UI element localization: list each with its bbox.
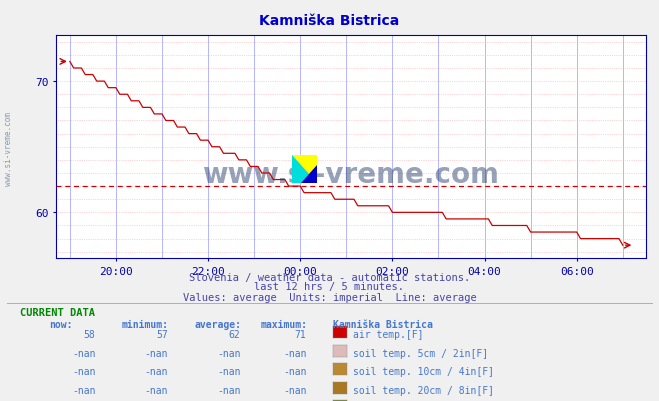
Text: Kamniška Bistrica: Kamniška Bistrica bbox=[260, 14, 399, 28]
Text: 57: 57 bbox=[156, 330, 168, 340]
Text: last 12 hrs / 5 minutes.: last 12 hrs / 5 minutes. bbox=[254, 282, 405, 292]
Polygon shape bbox=[292, 155, 317, 184]
Text: Kamniška Bistrica: Kamniška Bistrica bbox=[333, 319, 433, 329]
Text: -nan: -nan bbox=[283, 367, 306, 377]
Text: average:: average: bbox=[194, 319, 241, 329]
Text: soil temp. 5cm / 2in[F]: soil temp. 5cm / 2in[F] bbox=[353, 348, 488, 358]
Text: 58: 58 bbox=[84, 330, 96, 340]
Text: Values: average  Units: imperial  Line: average: Values: average Units: imperial Line: av… bbox=[183, 292, 476, 302]
Text: CURRENT DATA: CURRENT DATA bbox=[20, 307, 95, 317]
Polygon shape bbox=[301, 165, 317, 184]
Text: -nan: -nan bbox=[144, 367, 168, 377]
Text: maximum:: maximum: bbox=[260, 319, 307, 329]
Text: -nan: -nan bbox=[283, 348, 306, 358]
Text: 71: 71 bbox=[295, 330, 306, 340]
Text: -nan: -nan bbox=[72, 367, 96, 377]
Text: air temp.[F]: air temp.[F] bbox=[353, 330, 423, 340]
Text: soil temp. 20cm / 8in[F]: soil temp. 20cm / 8in[F] bbox=[353, 385, 494, 395]
Text: -nan: -nan bbox=[72, 385, 96, 395]
Text: now:: now: bbox=[49, 319, 73, 329]
Text: soil temp. 10cm / 4in[F]: soil temp. 10cm / 4in[F] bbox=[353, 367, 494, 377]
Text: minimum:: minimum: bbox=[122, 319, 169, 329]
Text: -nan: -nan bbox=[283, 385, 306, 395]
Text: -nan: -nan bbox=[217, 348, 241, 358]
Text: -nan: -nan bbox=[144, 385, 168, 395]
Bar bbox=[292, 155, 317, 184]
Text: -nan: -nan bbox=[144, 348, 168, 358]
Text: -nan: -nan bbox=[72, 348, 96, 358]
Text: Slovenia / weather data - automatic stations.: Slovenia / weather data - automatic stat… bbox=[189, 272, 470, 282]
Text: -nan: -nan bbox=[217, 385, 241, 395]
Text: -nan: -nan bbox=[217, 367, 241, 377]
Text: www.si-vreme.com: www.si-vreme.com bbox=[4, 111, 13, 185]
Text: www.si-vreme.com: www.si-vreme.com bbox=[202, 160, 500, 188]
Text: 62: 62 bbox=[229, 330, 241, 340]
